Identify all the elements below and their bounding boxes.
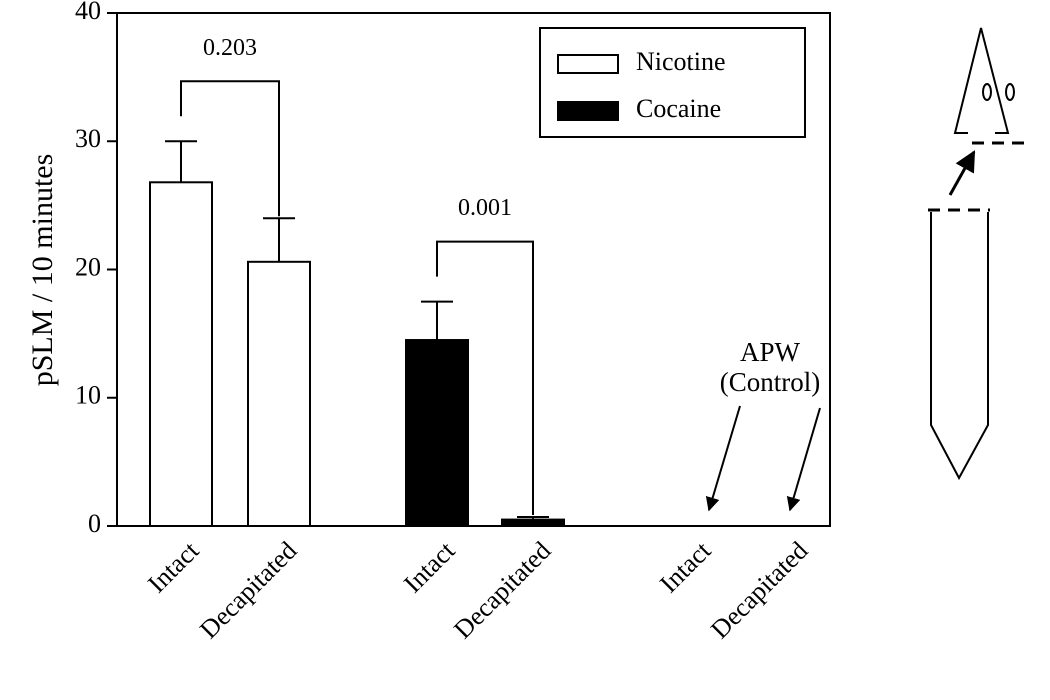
y-tick-label: 20 xyxy=(75,252,101,281)
x-tick-label: Decapitated xyxy=(705,536,813,644)
legend-label: Nicotine xyxy=(636,47,726,76)
eye xyxy=(1005,83,1015,101)
x-tick-label: Decapitated xyxy=(194,536,302,644)
comparison-label: 0.203 xyxy=(203,35,257,61)
annotation: APW xyxy=(740,337,801,367)
comparison-bracket xyxy=(180,80,280,217)
larva-diagram xyxy=(928,27,1032,481)
legend-label: Cocaine xyxy=(636,94,721,123)
eye xyxy=(982,83,992,101)
error-bar xyxy=(263,217,295,262)
legend-swatch xyxy=(557,54,619,74)
annotation-arrow xyxy=(705,405,741,512)
comparison-bracket xyxy=(436,240,534,516)
annotation: (Control) xyxy=(720,367,821,397)
y-tick-label: 30 xyxy=(75,124,101,153)
bar xyxy=(247,260,311,527)
annotation-arrow xyxy=(786,407,821,512)
x-tick-label: Intact xyxy=(398,535,461,598)
bar xyxy=(405,339,469,527)
error-bar xyxy=(165,140,197,183)
bar xyxy=(501,518,565,528)
legend-swatch xyxy=(557,101,619,121)
bar xyxy=(149,181,213,527)
y-axis-label: pSLM / 10 minutes xyxy=(26,154,59,387)
x-tick-label: Intact xyxy=(142,535,205,598)
body xyxy=(930,212,989,481)
y-tick-label: 10 xyxy=(75,381,101,410)
error-bar xyxy=(517,516,549,520)
arrow xyxy=(948,150,976,196)
y-tick-label: 40 xyxy=(75,0,101,25)
y-tick-label: 0 xyxy=(88,509,101,538)
comparison-label: 0.001 xyxy=(458,195,512,221)
x-tick-label: Decapitated xyxy=(448,536,556,644)
head xyxy=(953,27,1010,134)
error-bar xyxy=(421,300,453,341)
x-tick-label: Intact xyxy=(654,535,717,598)
